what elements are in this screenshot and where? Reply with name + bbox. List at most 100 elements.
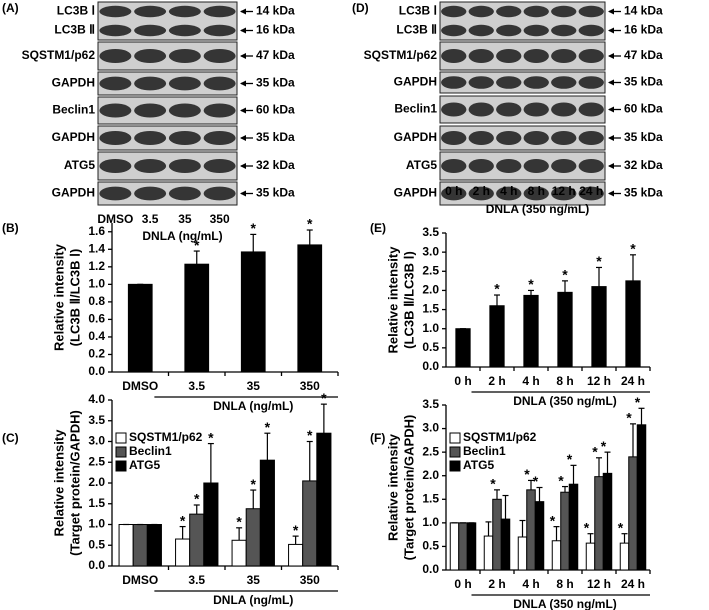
band — [99, 24, 132, 37]
band — [203, 76, 236, 91]
asterisk: * — [321, 390, 327, 406]
kda-label: 35 kDa — [256, 130, 295, 144]
band — [168, 159, 201, 173]
y-tick-label: 4.0 — [88, 392, 105, 406]
y-tick-label: 0.5 — [422, 539, 439, 553]
band — [168, 5, 201, 18]
asterisk: * — [567, 451, 573, 467]
bar — [625, 280, 641, 368]
band — [99, 159, 132, 173]
legend-label: Beclin1 — [129, 444, 172, 458]
band — [551, 49, 577, 63]
band — [551, 159, 577, 173]
band — [496, 186, 522, 201]
band — [134, 131, 167, 145]
band — [99, 186, 132, 201]
band — [441, 186, 467, 201]
x-tick-label: 35 — [247, 379, 261, 393]
band — [523, 49, 549, 63]
band — [203, 49, 236, 63]
band — [134, 103, 167, 118]
y-tick-label: 1.0 — [422, 515, 439, 529]
band — [168, 76, 201, 91]
y-tick-label: 3.5 — [422, 225, 439, 239]
bar — [455, 328, 471, 368]
bar — [231, 539, 247, 567]
x-axis-label: DNLA (ng/mL) — [213, 399, 293, 413]
arrow-head — [608, 135, 614, 141]
row-label: SQSTM1/p62 — [364, 48, 438, 62]
arrow-head — [240, 163, 246, 169]
band — [578, 159, 604, 173]
panel-label: (A) — [2, 1, 19, 15]
y-tick-label: 3.0 — [422, 421, 439, 435]
asterisk: * — [528, 276, 534, 292]
blot — [97, 71, 238, 96]
arrow-head — [608, 163, 614, 169]
row-label: LC3B Ⅱ — [54, 23, 95, 37]
row-label: Beclin1 — [394, 102, 437, 116]
asterisk: * — [293, 522, 299, 538]
band — [551, 131, 577, 145]
y-axis-label: Relative intensity — [385, 433, 400, 541]
band — [523, 102, 549, 117]
y-tick-label: 1.0 — [88, 277, 105, 291]
band — [578, 186, 604, 201]
x-tick-label: 24 h — [621, 374, 645, 388]
y-tick-label: 1.5 — [88, 496, 105, 510]
y-tick-label: 2.5 — [422, 444, 439, 458]
asterisk: * — [558, 472, 564, 488]
band — [496, 131, 522, 145]
bar — [591, 286, 607, 368]
legend-swatch — [449, 432, 461, 444]
kda-label: 14 kDa — [624, 4, 663, 18]
x-tick-label: 8 h — [556, 374, 573, 388]
bar — [146, 524, 162, 567]
asterisk: * — [562, 267, 568, 283]
row-label: ATG5 — [406, 158, 437, 172]
band — [523, 186, 549, 201]
asterisk: * — [630, 241, 636, 257]
band — [99, 131, 132, 145]
bar — [628, 456, 638, 571]
band — [468, 186, 494, 201]
band — [134, 186, 167, 201]
lane-label: 3.5 — [142, 212, 159, 226]
band — [134, 5, 167, 18]
bar — [132, 524, 148, 567]
bar — [619, 542, 630, 571]
band — [523, 24, 549, 37]
kda-label: 47 kDa — [624, 48, 663, 62]
asterisk: * — [494, 281, 500, 297]
lane-label: 35 — [178, 212, 192, 226]
y-tick-label: 2.5 — [88, 454, 105, 468]
bar — [483, 535, 494, 571]
band — [168, 186, 201, 201]
blot — [97, 181, 238, 206]
band — [168, 131, 201, 145]
band — [441, 76, 467, 89]
band — [441, 102, 467, 117]
y-tick-label: 1.4 — [88, 241, 105, 255]
y-tick-label: 0.5 — [88, 537, 105, 551]
y-tick-label: 1.0 — [88, 517, 105, 531]
bar — [297, 244, 323, 373]
y-axis-label: Relative intensity — [385, 246, 400, 354]
bar — [560, 491, 570, 571]
band — [496, 159, 522, 173]
band — [203, 186, 236, 201]
bar — [534, 501, 545, 571]
y-tick-label: 0.0 — [88, 558, 105, 572]
band — [99, 76, 132, 91]
legend-label: ATG5 — [129, 458, 160, 472]
bar — [316, 432, 332, 567]
asterisk: * — [307, 427, 313, 443]
band — [578, 5, 604, 18]
asterisk: * — [490, 476, 496, 492]
asterisk: * — [524, 466, 530, 482]
band — [134, 24, 167, 37]
lane-label: 8 h — [528, 184, 545, 198]
bar — [118, 524, 134, 567]
band — [551, 5, 577, 18]
band — [441, 24, 467, 37]
